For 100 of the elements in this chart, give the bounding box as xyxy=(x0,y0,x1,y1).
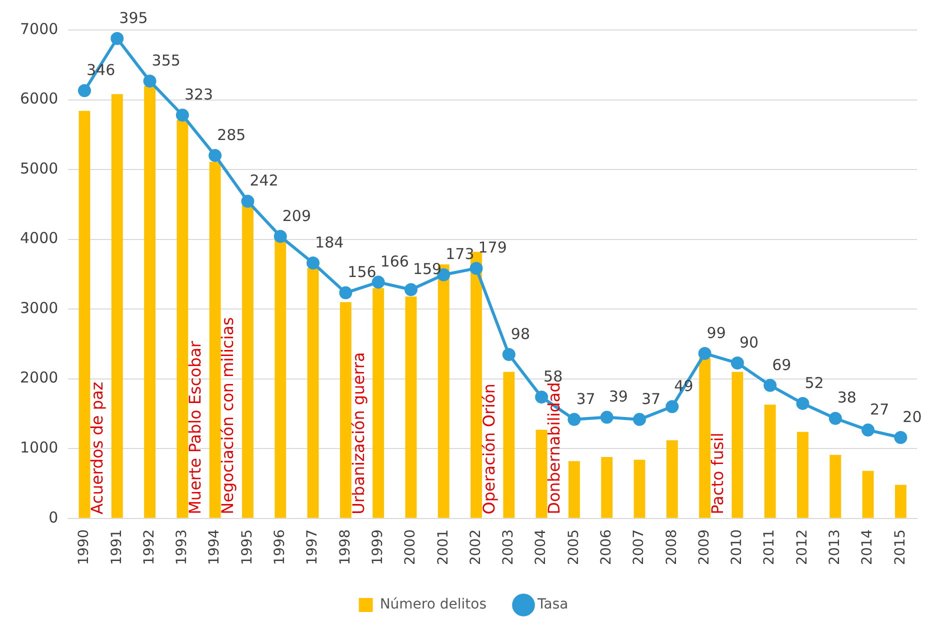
legend-label: Número delitos xyxy=(380,596,487,613)
y-tick-label: 7000 xyxy=(20,20,58,38)
data-label: 38 xyxy=(837,388,856,407)
x-tick-label: 1999 xyxy=(370,529,386,566)
bar xyxy=(340,302,352,518)
x-tick-label: 2002 xyxy=(468,529,484,566)
point xyxy=(633,412,646,426)
data-label: 355 xyxy=(152,51,180,70)
bar xyxy=(503,372,515,518)
data-label: 156 xyxy=(348,263,376,282)
y-tick-label: 4000 xyxy=(20,229,58,248)
data-label: 395 xyxy=(119,8,148,27)
point xyxy=(698,346,712,360)
x-tick-label: 2003 xyxy=(500,529,517,566)
data-label: 90 xyxy=(739,333,759,352)
point xyxy=(502,348,516,362)
y-tick-label: 2000 xyxy=(20,368,58,387)
annotation: Urbanización guerra xyxy=(348,352,368,514)
data-label: 37 xyxy=(642,390,661,408)
x-tick-label: 2009 xyxy=(696,529,712,566)
data-label: 285 xyxy=(217,126,246,144)
x-tick-label: 2001 xyxy=(435,529,452,566)
point xyxy=(568,412,581,426)
data-label: 27 xyxy=(870,400,890,418)
x-tick-label: 2008 xyxy=(664,529,680,566)
point xyxy=(666,400,679,414)
bar xyxy=(568,461,580,518)
x-tick-label: 1993 xyxy=(174,529,190,566)
x-tick-label: 2014 xyxy=(860,529,876,566)
bar xyxy=(666,440,678,518)
bar xyxy=(144,86,156,518)
bar xyxy=(764,404,776,518)
annotation: Acuerdos de paz xyxy=(88,382,107,514)
x-tick-label: 1996 xyxy=(272,529,288,566)
point xyxy=(110,32,124,46)
annotation: Operación Orión xyxy=(479,384,498,514)
y-tick-label: 1000 xyxy=(20,438,58,456)
bar xyxy=(862,470,874,518)
point xyxy=(404,283,418,296)
bar xyxy=(78,110,90,518)
point xyxy=(828,412,842,425)
bar xyxy=(601,456,613,518)
bar xyxy=(405,296,417,518)
data-label: 98 xyxy=(510,324,530,343)
bar xyxy=(209,162,221,518)
bar xyxy=(176,120,188,518)
x-tick-label: 1995 xyxy=(239,529,256,566)
data-label: 179 xyxy=(478,238,507,257)
bar xyxy=(111,94,123,518)
data-label: 242 xyxy=(250,172,278,190)
point xyxy=(894,431,908,444)
point xyxy=(274,230,287,243)
annotation: Muerte Pablo Escobar xyxy=(186,340,205,514)
data-label: 69 xyxy=(772,356,792,374)
x-tick-label: 1998 xyxy=(337,529,354,566)
data-label: 52 xyxy=(804,374,824,392)
bar xyxy=(536,430,548,518)
point xyxy=(78,84,91,98)
bar xyxy=(307,268,319,518)
data-label: 99 xyxy=(706,324,726,342)
annotation: Pacto fusil xyxy=(708,432,727,514)
x-tick-label: 1997 xyxy=(304,529,321,566)
data-label: 209 xyxy=(282,206,312,225)
point xyxy=(600,410,614,424)
data-label: 184 xyxy=(315,233,344,252)
data-label: 166 xyxy=(380,252,409,271)
x-tick-label: 2000 xyxy=(402,529,419,566)
x-tick-label: 2010 xyxy=(729,529,746,566)
x-tick-label: 2007 xyxy=(631,529,648,566)
x-tick-label: 1990 xyxy=(76,529,92,566)
x-tick-label: 2012 xyxy=(794,529,810,566)
data-label: 37 xyxy=(576,390,596,408)
x-tick-label: 1992 xyxy=(141,529,158,566)
point xyxy=(339,286,352,300)
point xyxy=(470,262,483,275)
point xyxy=(241,194,254,208)
data-label: 173 xyxy=(446,245,474,264)
bar xyxy=(797,432,808,518)
bar xyxy=(242,204,254,518)
y-tick-label: 3000 xyxy=(20,298,58,317)
bar xyxy=(732,372,744,518)
x-tick-label: 2004 xyxy=(533,529,550,566)
legend-label: Tasa xyxy=(536,596,568,613)
x-tick-label: 2011 xyxy=(762,529,778,566)
point xyxy=(208,149,222,162)
point xyxy=(796,396,810,410)
bar xyxy=(894,484,906,518)
y-tick-label: 6000 xyxy=(20,90,58,108)
x-tick-label: 2006 xyxy=(598,529,614,566)
data-label: 20 xyxy=(902,408,922,426)
bar xyxy=(699,358,711,518)
x-tick-label: 1991 xyxy=(108,529,125,566)
y-tick-label: 5000 xyxy=(20,159,58,178)
x-tick-label: 2015 xyxy=(892,529,908,566)
data-label: 39 xyxy=(608,388,628,406)
y-tick-label: 0 xyxy=(48,508,58,526)
bar xyxy=(634,460,646,518)
annotation: Donbernabilidad xyxy=(544,382,564,514)
point xyxy=(143,74,156,88)
point xyxy=(306,256,320,270)
